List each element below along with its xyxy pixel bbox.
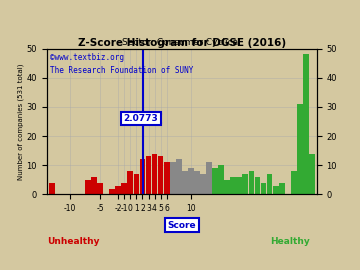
Bar	[224, 180, 230, 194]
Bar	[206, 162, 212, 194]
Bar	[146, 157, 151, 194]
Bar	[121, 183, 127, 194]
Bar	[243, 174, 248, 194]
Y-axis label: Number of companies (531 total): Number of companies (531 total)	[17, 63, 24, 180]
Bar	[194, 171, 200, 194]
Bar	[188, 168, 194, 194]
Bar	[309, 154, 315, 194]
Bar	[218, 165, 224, 194]
Bar	[85, 180, 91, 194]
Bar	[248, 171, 254, 194]
Text: 2.0773: 2.0773	[124, 114, 158, 123]
Bar	[134, 174, 139, 194]
Bar	[297, 104, 303, 194]
Bar	[261, 183, 266, 194]
Bar	[303, 55, 309, 194]
Bar	[152, 154, 157, 194]
Bar	[127, 171, 133, 194]
Bar	[255, 177, 260, 194]
Bar	[200, 174, 206, 194]
Bar	[273, 186, 279, 194]
Bar	[267, 174, 273, 194]
Bar	[237, 177, 242, 194]
Title: Z-Score Histogram for DGSE (2016): Z-Score Histogram for DGSE (2016)	[78, 38, 286, 48]
Text: Healthy: Healthy	[270, 237, 310, 246]
Bar	[182, 171, 188, 194]
Bar	[164, 162, 170, 194]
Bar	[140, 159, 145, 194]
Bar	[115, 186, 121, 194]
Text: Score: Score	[167, 221, 196, 230]
Text: The Research Foundation of SUNY: The Research Foundation of SUNY	[50, 66, 193, 75]
Text: Sector: Consumer Cyclical: Sector: Consumer Cyclical	[122, 38, 241, 47]
Bar	[91, 177, 97, 194]
Bar	[212, 168, 218, 194]
Bar	[230, 177, 236, 194]
Bar	[170, 162, 176, 194]
Bar	[109, 188, 115, 194]
Bar	[176, 159, 182, 194]
Bar	[97, 183, 103, 194]
Bar	[49, 183, 54, 194]
Text: Unhealthy: Unhealthy	[48, 237, 100, 246]
Bar	[279, 183, 284, 194]
Bar	[291, 171, 297, 194]
Text: ©www.textbiz.org: ©www.textbiz.org	[50, 53, 123, 62]
Bar	[158, 157, 163, 194]
